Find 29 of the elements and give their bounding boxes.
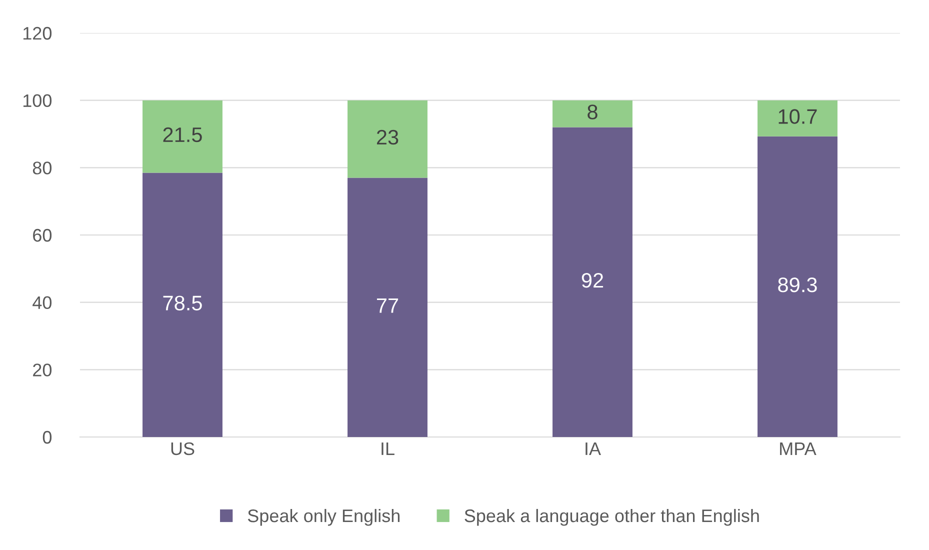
x-tick-label: US — [171, 442, 194, 456]
bar — [142, 172, 222, 437]
bar — [348, 100, 428, 178]
data-label: 92 — [582, 272, 604, 288]
x-tick-label: IA — [586, 442, 601, 455]
bar — [552, 100, 632, 128]
data-label: 8 — [588, 104, 598, 120]
bar — [758, 100, 838, 136]
x-tick-label: MPA — [780, 442, 816, 455]
data-label: 77 — [376, 298, 398, 313]
x-tick-label: IL — [382, 442, 394, 455]
data-label: 10.7 — [778, 109, 817, 124]
bar — [552, 127, 632, 437]
y-tick-label: 60 — [33, 228, 52, 242]
y-tick-label: 0 — [42, 430, 52, 444]
legend-label: Speak only English — [248, 508, 400, 526]
data-label: 89.3 — [778, 278, 817, 292]
y-tick-label: 80 — [32, 162, 52, 174]
bar — [348, 178, 428, 437]
y-tick-label: 40 — [32, 296, 52, 310]
legend-label: Speak a language other than English — [464, 508, 759, 526]
y-tick-label: 120 — [23, 26, 52, 40]
data-label: 23 — [376, 130, 398, 145]
y-tick-label: 20 — [33, 364, 52, 376]
data-label: 21.5 — [163, 127, 202, 142]
bar — [142, 100, 222, 173]
bar — [758, 136, 838, 437]
data-label: 78.5 — [163, 296, 202, 310]
y-tick-label: 100 — [23, 94, 52, 108]
